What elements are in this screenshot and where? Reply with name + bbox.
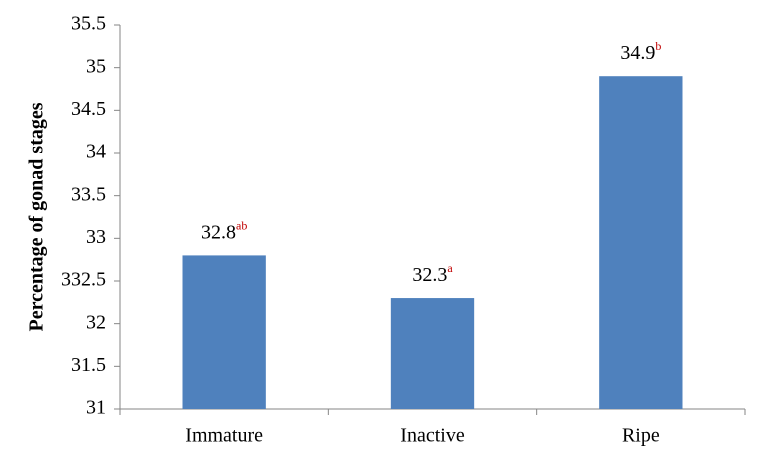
y-tick-label: 31.5	[71, 354, 106, 376]
data-label-value: 32.3	[412, 264, 447, 286]
data-label-superscript: a	[447, 261, 453, 275]
x-tick-label: Immature	[185, 425, 263, 447]
y-tick-label: 35	[86, 55, 106, 77]
y-tick-label: 33.5	[71, 183, 106, 205]
y-tick-label: 332.5	[61, 269, 106, 291]
data-label: 32.8ab	[201, 218, 247, 243]
y-axis-label: Percentage of gonad stages	[26, 102, 48, 331]
data-label-superscript: ab	[236, 218, 247, 232]
y-tick-label: 34	[86, 141, 106, 163]
y-tick-label: 35.5	[71, 13, 106, 35]
bar	[599, 76, 683, 409]
y-tick-label: 31	[86, 397, 106, 419]
data-label: 32.3a	[412, 261, 453, 286]
data-label-value: 32.8	[201, 221, 236, 243]
data-label: 34.9b	[620, 39, 661, 64]
x-tick-label: Ripe	[622, 425, 660, 447]
bar	[390, 298, 475, 409]
x-tick-label: Inactive	[400, 425, 465, 447]
y-tick-label: 33	[86, 226, 106, 248]
bar	[182, 255, 266, 409]
data-label-value: 34.9	[620, 42, 655, 64]
y-tick-label: 32	[86, 311, 106, 333]
data-label-superscript: b	[655, 39, 661, 53]
y-tick-label: 34.5	[71, 98, 106, 120]
